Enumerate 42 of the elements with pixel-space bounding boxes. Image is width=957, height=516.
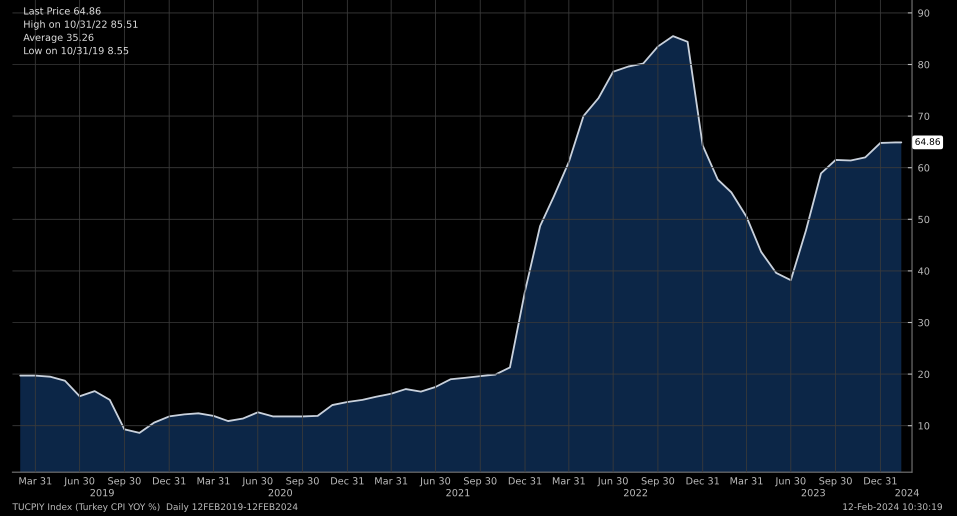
x-tick-label: Mar 31 [198, 477, 230, 485]
y-tick-label: 70 [918, 112, 930, 120]
x-tick-label: Mar 31 [552, 477, 585, 485]
x-tick-label: Dec 31 [864, 477, 897, 485]
text: 2024 [895, 488, 919, 496]
text: 2022 [624, 488, 648, 496]
x-tick-label: Dec 31 [508, 477, 542, 485]
y-tick-label: 90 [918, 9, 930, 17]
x-tick-label: Jun 30 [64, 477, 94, 486]
x-tick-label: Mar 31 [730, 477, 763, 485]
text: 12-Feb-2024 10:30:19 [843, 503, 942, 510]
x-tick-label: Jun 30 [420, 477, 450, 486]
x-tick-label: Sep 30 [819, 477, 852, 486]
text: 2020 [268, 488, 292, 496]
text: 2021 [446, 488, 470, 496]
y-tick-label: 80 [918, 60, 930, 68]
annotation: 64.86 [915, 138, 940, 146]
y-tick-label: 60 [918, 164, 930, 172]
x-tick-label: Dec 31 [686, 477, 719, 485]
x-tick-label: Dec 31 [331, 477, 364, 485]
annotation: High on 10/31/22 85.51 [24, 20, 138, 30]
text: 2019 [90, 488, 114, 496]
x-tick-label: Sep 30 [464, 477, 496, 486]
annotation: Last Price 64.86 [24, 7, 101, 15]
text: TUCPIY Index (Turkey CPI YOY %) Daily 12FEB2019-12FEB2024 [12, 503, 298, 512]
annotation: Average 35.26 [23, 34, 94, 43]
text: 2023 [802, 488, 825, 496]
annotation: Low on 10/31/19 8.55 [24, 46, 128, 56]
x-tick-label: Mar 31 [375, 477, 408, 485]
x-tick-label: Jun 30 [774, 477, 806, 486]
x-tick-label: Sep 30 [108, 477, 141, 486]
y-tick-label: 30 [918, 318, 930, 326]
y-tick-label: 10 [918, 422, 930, 430]
x-tick-label: Sep 30 [642, 477, 674, 486]
y-tick-label: 20 [918, 370, 930, 378]
x-tick-label: Jun 30 [597, 477, 628, 486]
x-tick-label: Sep 30 [286, 477, 319, 486]
x-tick-label: Dec 31 [153, 477, 186, 485]
x-tick-label: Mar 31 [19, 477, 52, 485]
x-tick-label: Jun 30 [242, 477, 272, 486]
y-tick-label: 40 [918, 267, 930, 275]
y-tick-label: 50 [918, 216, 930, 224]
